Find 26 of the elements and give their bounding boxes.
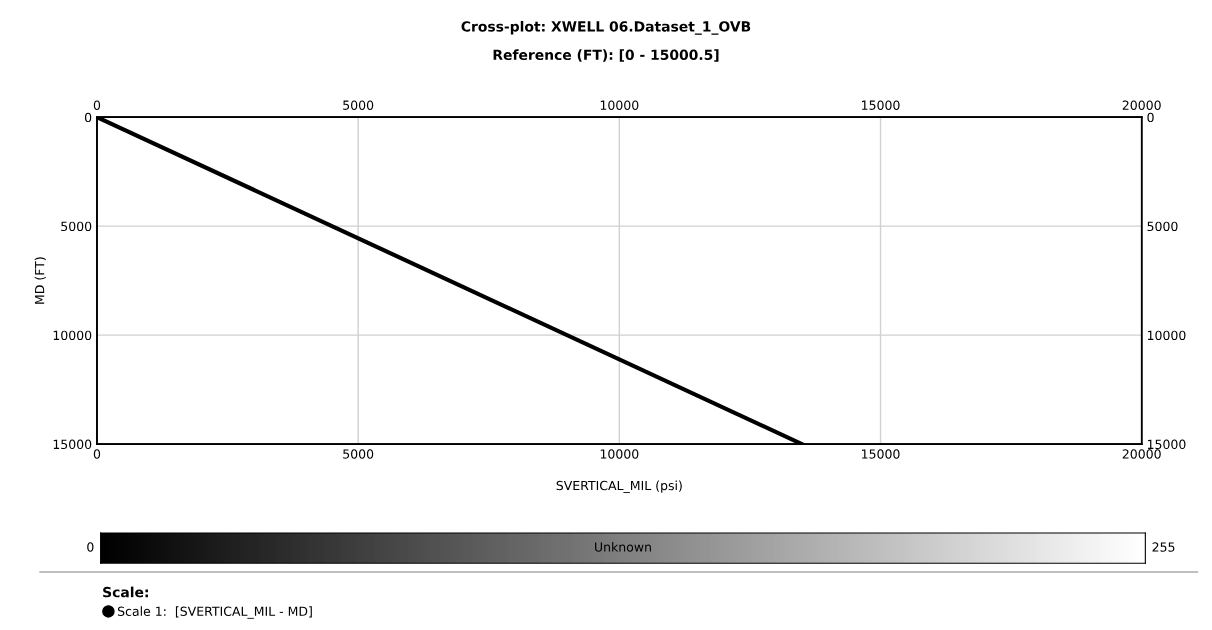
y2-tick-label: 5000 xyxy=(1147,221,1178,232)
x2-tick-label: 5000 xyxy=(343,100,374,110)
chart-subtitle: Reference (FT): [0 - 15000.5] xyxy=(493,49,719,62)
x2-tick-label: 10000 xyxy=(600,100,639,110)
y-tick-label: 5000 xyxy=(61,221,92,232)
x-tick-label: 15000 xyxy=(862,449,900,459)
x2-tick-label: 15000 xyxy=(862,100,900,110)
y2-tick-label: 10000 xyxy=(1147,330,1186,341)
x2-tick-label: 0 xyxy=(93,100,101,110)
x2-tick-label: 20000 xyxy=(1122,100,1161,110)
y-tick-label: 10000 xyxy=(53,330,92,341)
x-tick-label: 20000 xyxy=(1122,449,1161,459)
y2-tick-label: 15000 xyxy=(1147,439,1186,450)
y2-tick-label: 0 xyxy=(1147,112,1154,123)
color-bar-label: 255 xyxy=(1152,542,1175,552)
y-tick-label: 0 xyxy=(84,112,92,123)
color-bar-title: Unknown xyxy=(595,542,651,552)
legend-label: Scale 1: [SVERTICAL_MIL - MD] xyxy=(117,606,312,619)
x-tick-label: 0 xyxy=(93,449,101,459)
x-axis-title: SVERTICAL_MIL (psi) xyxy=(556,480,682,493)
chart-title: Cross-plot: XWELL 06.Dataset_1_OVB xyxy=(461,20,751,35)
y-axis-title: MD (FT) xyxy=(34,257,46,304)
x-tick-label: 10000 xyxy=(600,449,639,459)
y-tick-label: 15000 xyxy=(53,439,92,450)
x-tick-label: 5000 xyxy=(343,449,374,459)
legend-title: Scale: xyxy=(103,586,148,598)
